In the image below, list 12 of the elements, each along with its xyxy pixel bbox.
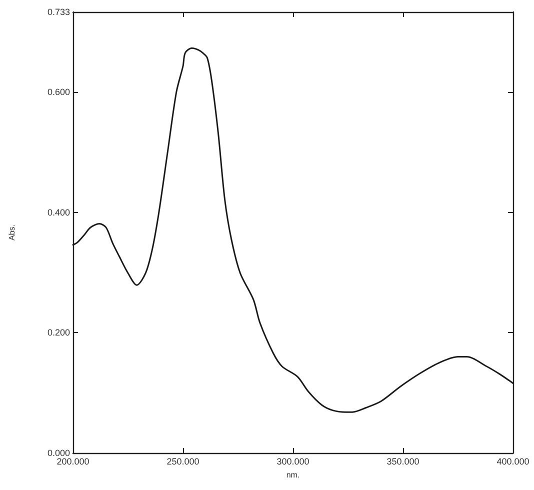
x-axis-title: nm. [286,470,300,480]
y-tick-label: 0.733 [47,7,70,17]
y-tick-label: 0.400 [47,207,70,218]
x-tick-label: 300.000 [276,456,310,466]
x-tick-label: 400.000 [496,456,530,466]
y-tick-label: 0.600 [47,87,70,98]
x-tick-label: 200.000 [56,456,90,466]
y-tick-label: 0.000 [47,448,70,458]
x-tick-label: 250.000 [166,456,200,466]
y-axis-title: Abs. [8,224,16,241]
y-tick-label: 0.200 [47,328,70,338]
x-tick-label: 350.000 [386,456,420,466]
